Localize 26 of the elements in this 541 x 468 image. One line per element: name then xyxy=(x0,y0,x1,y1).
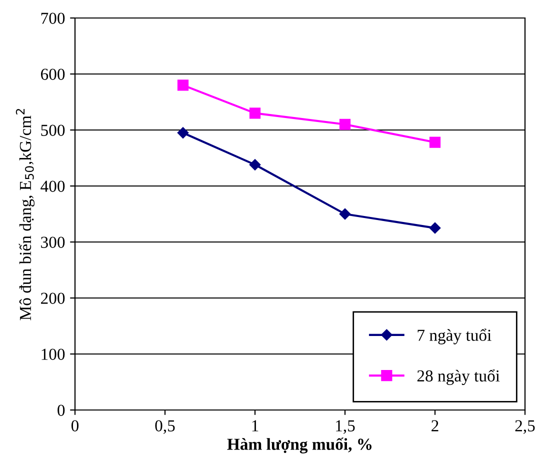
y-tick-label: 200 xyxy=(41,292,65,304)
x-tick-label: 2 xyxy=(432,420,438,432)
point xyxy=(429,136,441,148)
point xyxy=(249,108,261,119)
y-tick-label: 700 xyxy=(41,12,65,24)
x-tick-label: 1 xyxy=(252,420,258,432)
y-axis-title: Mô đun biến dạng, E$_{50}$,kG/cm$^{2}$ xyxy=(16,109,35,320)
x-tick-label: 0 xyxy=(71,420,79,432)
x-tick-label: 1,5 xyxy=(336,420,355,434)
y-tick-label: 300 xyxy=(41,236,65,248)
point xyxy=(177,127,189,138)
y-tick-label: 100 xyxy=(42,348,65,360)
y-tick-label: 0 xyxy=(58,404,65,416)
point xyxy=(177,80,189,91)
y-tick-label: 400 xyxy=(40,180,65,192)
point xyxy=(249,159,261,170)
x-tick-label: 0,5 xyxy=(155,420,175,434)
point xyxy=(339,118,351,130)
y-tick-label: 600 xyxy=(40,68,65,80)
legend-label: 7 ngày tuổi xyxy=(418,328,492,344)
legend-label: 28 ngày tuổi xyxy=(417,369,500,385)
x-axis-title: Hàm lượng muối, % xyxy=(227,438,372,454)
x-tick-label: 2,5 xyxy=(515,420,535,434)
y-tick-label: 500 xyxy=(41,124,65,136)
point xyxy=(339,208,351,220)
point xyxy=(429,222,441,234)
